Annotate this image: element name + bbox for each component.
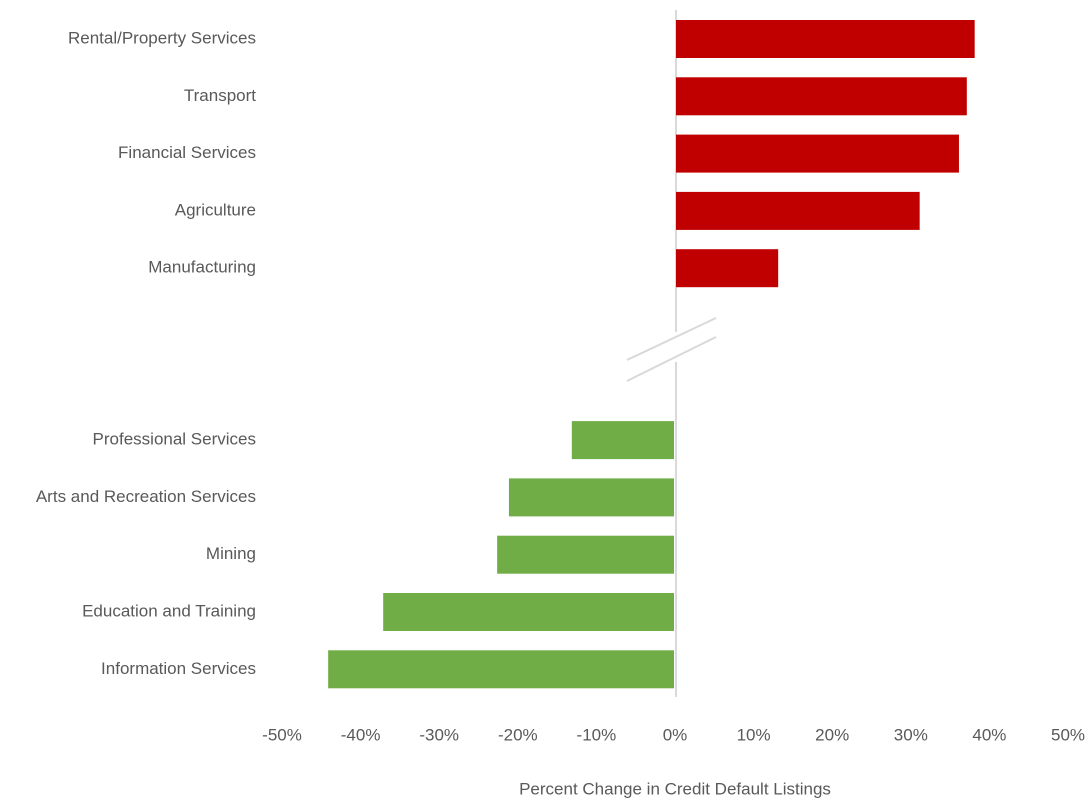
bar (508, 478, 674, 517)
bar (571, 421, 674, 460)
x-tick-label: -30% (419, 725, 459, 744)
y-tick-label: Arts and Recreation Services (36, 487, 256, 506)
bar (676, 249, 779, 288)
x-tick-label: 0% (663, 725, 688, 744)
x-tick-label: 50% (1051, 725, 1085, 744)
y-tick-label: Information Services (101, 659, 256, 678)
axis-break (626, 336, 717, 382)
x-tick-label: -40% (341, 725, 381, 744)
x-tick-label: -10% (577, 725, 617, 744)
x-tick-label: 40% (972, 725, 1006, 744)
y-tick-label: Mining (206, 544, 256, 563)
bar (328, 650, 674, 689)
bar (676, 20, 975, 58)
x-tick-label: 30% (894, 725, 928, 744)
axis-break (626, 317, 717, 361)
y-tick-label: Manufacturing (148, 258, 256, 277)
bar (676, 191, 920, 230)
x-tick-label: -20% (498, 725, 538, 744)
y-tick-label: Transport (184, 86, 256, 105)
y-tick-label: Financial Services (118, 143, 256, 162)
x-tick-label: -50% (262, 725, 302, 744)
x-tick-label: 10% (737, 725, 771, 744)
x-axis-label: Percent Change in Credit Default Listing… (519, 779, 831, 798)
bar (676, 77, 967, 116)
x-tick-label: 20% (815, 725, 849, 744)
bar (383, 593, 674, 631)
bar (497, 535, 674, 574)
bar (676, 134, 959, 173)
y-tick-label: Rental/Property Services (68, 28, 256, 47)
y-tick-label: Professional Services (93, 430, 256, 449)
y-tick-label: Education and Training (82, 601, 256, 620)
y-tick-label: Agriculture (175, 200, 256, 219)
